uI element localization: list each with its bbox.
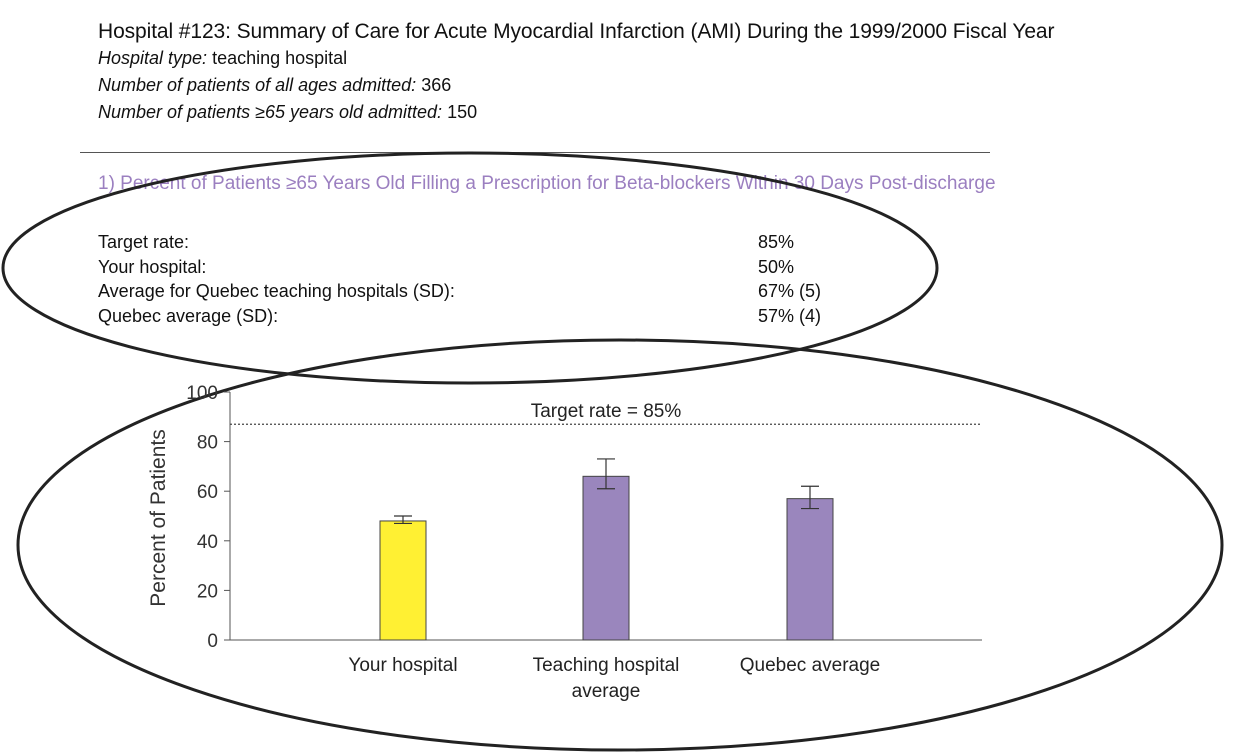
hospital-type-value: teaching hospital xyxy=(207,48,348,68)
stat-value: 67% (5) xyxy=(758,281,822,301)
patients-all-label: Number of patients of all ages admitted: xyxy=(98,75,417,95)
bar xyxy=(379,520,427,641)
patients-65-label: Number of patients ≥65 years old admitte… xyxy=(98,102,443,122)
y-tick-label: 40 xyxy=(197,532,218,553)
bar xyxy=(786,498,834,641)
patients-all-value: 366 xyxy=(416,75,452,95)
section-divider xyxy=(80,152,990,153)
patients-65-line: Number of patients ≥65 years old admitte… xyxy=(98,99,1054,126)
stat-row-quebec-avg: Quebec average (SD): 57% (4) xyxy=(98,304,858,329)
x-category-label: average xyxy=(572,681,641,702)
stat-label: Average for Quebec teaching hospitals (S… xyxy=(98,281,455,301)
stat-label: Target rate: xyxy=(98,232,190,252)
y-tick-label: 0 xyxy=(207,631,218,652)
stat-row-your-hospital: Your hospital: 50% xyxy=(98,255,858,280)
stat-value: 50% xyxy=(758,256,795,277)
hospital-type-label: Hospital type: xyxy=(98,48,208,68)
y-tick-label: 20 xyxy=(197,581,218,602)
target-line-label: Target rate = 85% xyxy=(531,401,682,422)
report-header: Hospital #123: Summary of Care for Acute… xyxy=(98,18,1054,126)
page-title: Hospital #123: Summary of Care for Acute… xyxy=(98,20,1055,43)
x-category-label: Teaching hospital xyxy=(533,655,680,676)
annotation-ellipse-stats xyxy=(1,151,939,385)
y-tick-label: 80 xyxy=(197,433,218,454)
y-tick-label: 60 xyxy=(197,482,218,503)
hospital-type-line: Hospital type: teaching hospital xyxy=(98,45,1054,72)
patients-65-value: 150 xyxy=(442,102,478,122)
stat-value: 85% xyxy=(758,232,795,252)
y-tick-label: 100 xyxy=(186,383,218,404)
y-axis-title: Percent of Patients xyxy=(147,429,170,606)
stat-row-target: Target rate: 85% xyxy=(98,230,858,255)
stat-value: 57% (4) xyxy=(758,305,822,326)
stat-label: Quebec average (SD): xyxy=(98,305,279,326)
stat-label: Your hospital: xyxy=(98,256,207,277)
stat-row-teaching-avg: Average for Quebec teaching hospitals (S… xyxy=(98,279,858,304)
section-title: 1) Percent of Patients ≥65 Years Old Fil… xyxy=(98,173,996,194)
patients-all-line: Number of patients of all ages admitted:… xyxy=(98,72,1054,99)
x-category-label: Your hospital xyxy=(348,655,457,676)
stats-table: Target rate: 85% Your hospital: 50% Aver… xyxy=(98,230,858,328)
annotation-ellipse-chart xyxy=(16,338,1224,752)
x-category-label: Quebec average xyxy=(740,655,881,676)
bar xyxy=(582,475,630,641)
